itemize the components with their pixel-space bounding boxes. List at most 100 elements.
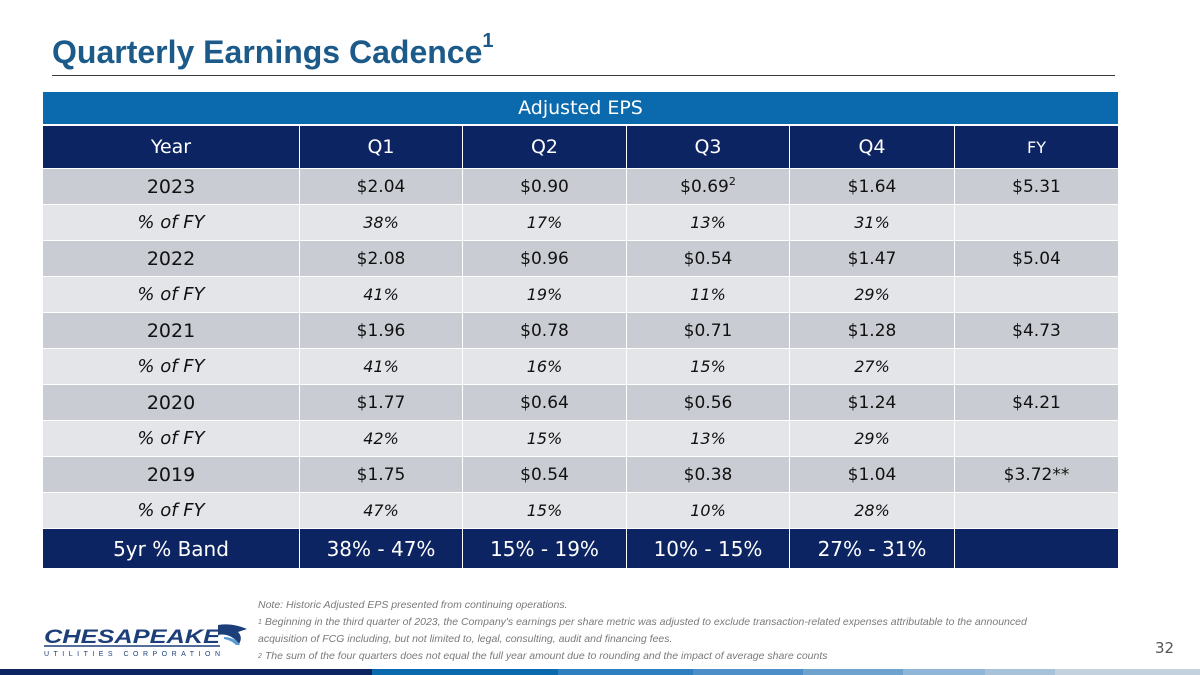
cell-q2: $0.96 [462,240,627,277]
cell-q4: 28% [789,492,955,529]
footnote-1-mark: 1 [258,619,262,626]
row-year: 2022 [42,240,300,277]
cell-q2: $0.54 [462,456,627,493]
cell-q1: $1.77 [299,384,463,421]
table-row: % of FY 47% 15% 10% 28% [42,492,1119,529]
cell-q3: $0.56 [626,384,790,421]
logo-swoosh-icon [224,637,240,645]
cell-fy [954,276,1119,313]
cell-q1: $2.04 [299,168,463,205]
color-bar-segment [0,669,372,675]
column-header-q4: Q4 [789,124,955,169]
band-q2: 15% - 19% [462,528,627,569]
band-row: 5yr % Band 38% - 47% 15% - 19% 10% - 15%… [42,528,1119,569]
logo-wordmark: CHESAPEAKE [44,627,222,648]
cell-q4: $1.64 [789,168,955,205]
table-row: % of FY 41% 16% 15% 27% [42,348,1119,385]
chesapeake-logo: CHESAPEAKE UTILITIES CORPORATION [44,624,247,658]
cell-q3: $0.54 [626,240,790,277]
cell-q4: 29% [789,276,955,313]
table-row: 2021 $1.96 $0.78 $0.71 $1.28 $4.73 [42,312,1119,349]
cell-q1: $2.08 [299,240,463,277]
cell-q1: 47% [299,492,463,529]
row-label: % of FY [42,204,300,241]
cell-q2: $0.90 [462,168,627,205]
cell-q3: 13% [626,204,790,241]
row-label: % of FY [42,348,300,385]
table-banner: Adjusted EPS [42,91,1119,126]
cell-q1: $1.75 [299,456,463,493]
color-bar-segment [985,669,1055,675]
band-q4: 27% - 31% [789,528,955,569]
row-year: 2020 [42,384,300,421]
table-row: % of FY 41% 19% 11% 29% [42,276,1119,313]
cell-fy [954,420,1119,457]
column-header-year: Year [42,124,300,169]
cell-fy: $4.73 [954,312,1119,349]
footnote-1-text: Beginning in the third quarter of 2023, … [258,616,1027,645]
color-bar-segment [372,669,558,675]
color-bar-segment [803,669,903,675]
row-label: % of FY [42,492,300,529]
band-fy [954,528,1119,569]
logo-tagline: UTILITIES CORPORATION [44,651,220,658]
row-year: 2019 [42,456,300,493]
cell-fy: $4.21 [954,384,1119,421]
footnote-2-mark: 2 [258,653,262,660]
cell-q3-footnote-mark: 2 [728,174,736,188]
table-header-row: Year Q1 Q2 Q3 Q4 FY [42,124,1119,169]
cell-q1: 41% [299,348,463,385]
slide-title-text: Quarterly Earnings Cadence [52,34,483,70]
cell-q4: 31% [789,204,955,241]
cell-fy: $5.31 [954,168,1119,205]
cell-q1: 41% [299,276,463,313]
cell-q3: $0.38 [626,456,790,493]
cell-q1: $1.96 [299,312,463,349]
column-header-q3: Q3 [626,124,790,169]
color-bar-segment [903,669,985,675]
footnote-2: 2 The sum of the four quarters does not … [258,648,1058,665]
cell-q1: 42% [299,420,463,457]
cell-q2: 15% [462,492,627,529]
cell-fy: $3.72** [954,456,1119,493]
row-year: 2023 [42,168,300,205]
row-label: % of FY [42,276,300,313]
bottom-color-bar [0,669,1200,675]
note-text: Note: Historic Adjusted EPS presented fr… [258,599,568,611]
slide-title: Quarterly Earnings Cadence1 [52,30,494,71]
cell-fy [954,492,1119,529]
cell-q4: 27% [789,348,955,385]
cell-q4: 29% [789,420,955,457]
table-row: % of FY 38% 17% 13% 31% [42,204,1119,241]
table-row: 2022 $2.08 $0.96 $0.54 $1.47 $5.04 [42,240,1119,277]
cell-q4: $1.47 [789,240,955,277]
table-row: 2023 $2.04 $0.90 $0.692 $1.64 $5.31 [42,168,1119,205]
row-year: 2021 [42,312,300,349]
footnotes: Note: Historic Adjusted EPS presented fr… [258,597,1058,665]
adjusted-eps-table: Adjusted EPS Year Q1 Q2 Q3 Q4 FY 2023 $2… [42,91,1119,569]
band-label: 5yr % Band [42,528,300,569]
cell-q3: 11% [626,276,790,313]
footnote-1: 1 Beginning in the third quarter of 2023… [258,614,1058,648]
table-row: 2020 $1.77 $0.64 $0.56 $1.24 $4.21 [42,384,1119,421]
cell-q4: $1.04 [789,456,955,493]
cell-q3: 13% [626,420,790,457]
cell-fy [954,348,1119,385]
cell-q2: $0.78 [462,312,627,349]
cell-q3: 15% [626,348,790,385]
footnote-2-text: The sum of the four quarters does not eq… [264,650,828,662]
table-row: 2019 $1.75 $0.54 $0.38 $1.04 $3.72** [42,456,1119,493]
band-q1: 38% - 47% [299,528,463,569]
page-number: 32 [1155,639,1175,657]
cell-q3: 10% [626,492,790,529]
cell-q1: 38% [299,204,463,241]
cell-q2: 15% [462,420,627,457]
cell-q3: $0.692 [626,168,790,205]
cell-q2: 19% [462,276,627,313]
cell-fy [954,204,1119,241]
color-bar-segment [693,669,803,675]
cell-q2: 17% [462,204,627,241]
cell-q2: $0.64 [462,384,627,421]
color-bar-segment [1055,669,1200,675]
cell-q4: $1.28 [789,312,955,349]
